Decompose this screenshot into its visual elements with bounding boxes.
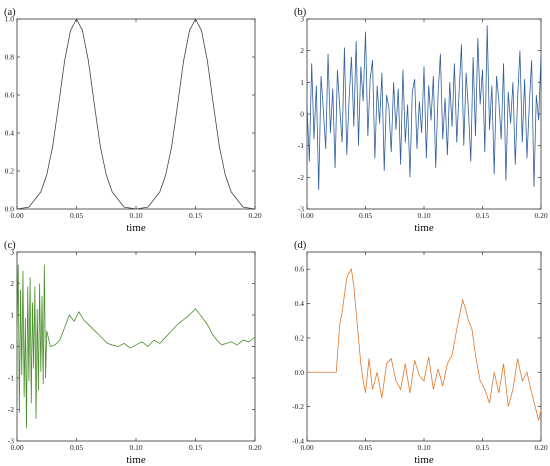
y-tick-label: -3 (8, 437, 14, 446)
y-tick-label: 0.0 (295, 368, 305, 377)
x-tick-label: 0.00 (300, 211, 313, 220)
x-tick-label: 0.20 (248, 443, 261, 452)
y-tick-label: 0.2 (5, 167, 15, 176)
x-axis-label: time (414, 454, 434, 466)
plot-frame (16, 251, 256, 442)
x-tick-label: 0.10 (417, 211, 430, 220)
x-tick-label: 0.15 (476, 443, 489, 452)
y-tick-label: 1 (10, 311, 14, 320)
x-tick-label: 0.15 (189, 211, 202, 220)
x-tick-label: 0.00 (10, 211, 23, 220)
y-tick-label: 2 (10, 279, 14, 288)
y-tick-label: -2 (298, 173, 304, 182)
y-tick-label: 0.4 (295, 299, 305, 308)
x-tick-label: 0.00 (300, 443, 313, 452)
y-tick-label: 0.4 (5, 129, 15, 138)
y-tick-label: 1.0 (5, 15, 15, 24)
y-tick-label: -2 (8, 405, 14, 414)
y-tick-label: 0.0 (5, 205, 15, 214)
chart-panel-2: (b) 0.00 0.05 0.10 0.15 0.20 -3 -2 -1 0 1 2 3 time (294, 7, 548, 234)
x-tick-label: 0.20 (534, 211, 547, 220)
series-line-1 (17, 19, 255, 209)
x-tick-label: 0.05 (359, 443, 372, 452)
chart-panel-3: (c) 0.00 0.05 0.10 0.15 0.20 -3 -2 -1 0 1 2 3 time (4, 240, 262, 466)
y-tick-label: -1 (8, 374, 14, 383)
x-tick-label: 0.10 (129, 211, 142, 220)
y-tick-label: 3 (10, 248, 14, 257)
x-tick-label: 0.20 (534, 443, 547, 452)
x-axis-label: time (126, 222, 146, 234)
y-tick-label: -0.4 (292, 437, 304, 446)
y-tick-label: -0.2 (292, 402, 304, 411)
panel-label: (a) (4, 7, 16, 18)
plot-frame (16, 18, 256, 210)
x-axis-label: time (126, 454, 146, 466)
x-tick-label: 0.10 (129, 443, 142, 452)
panel-label: (d) (294, 240, 307, 251)
y-tick-label: 1 (300, 78, 304, 87)
series-line-1 (307, 25, 541, 191)
x-axis-label: time (414, 222, 434, 234)
x-tick-label: 0.10 (417, 443, 430, 452)
series-line-1 (307, 268, 541, 421)
series-line-1 (17, 264, 255, 429)
x-tick-label: 0.05 (70, 211, 83, 220)
x-tick-label: 0.05 (70, 443, 83, 452)
plot-frame (306, 251, 542, 442)
y-tick-label: 0.8 (5, 53, 15, 62)
y-tick-label: 0 (10, 342, 14, 351)
y-tick-label: -1 (298, 141, 304, 150)
x-tick-label: 0.20 (248, 211, 261, 220)
panel-label: (c) (4, 240, 16, 251)
y-tick-label: 0 (300, 110, 304, 119)
x-tick-label: 0.00 (10, 443, 23, 452)
x-tick-label: 0.05 (359, 211, 372, 220)
panel-label: (b) (294, 7, 307, 18)
y-tick-label: 0.6 (295, 265, 305, 274)
x-tick-label: 0.15 (476, 211, 489, 220)
y-tick-label: 2 (300, 46, 304, 55)
y-tick-label: 0.2 (295, 333, 305, 342)
x-tick-label: 0.15 (189, 443, 202, 452)
y-tick-label: 3 (300, 15, 304, 24)
chart-panel-1: (a) 0.00 0.05 0.10 0.15 0.20 0.0 0.2 0.4 0.6 0.8 1.… (4, 7, 262, 234)
y-tick-label: 0.6 (5, 91, 15, 100)
y-tick-label: -3 (298, 205, 304, 214)
chart-panel-4: (d) 0.00 0.05 0.10 0.15 0.20 -0.4 -0.2 0.0 0.2 0.4… (292, 240, 548, 466)
